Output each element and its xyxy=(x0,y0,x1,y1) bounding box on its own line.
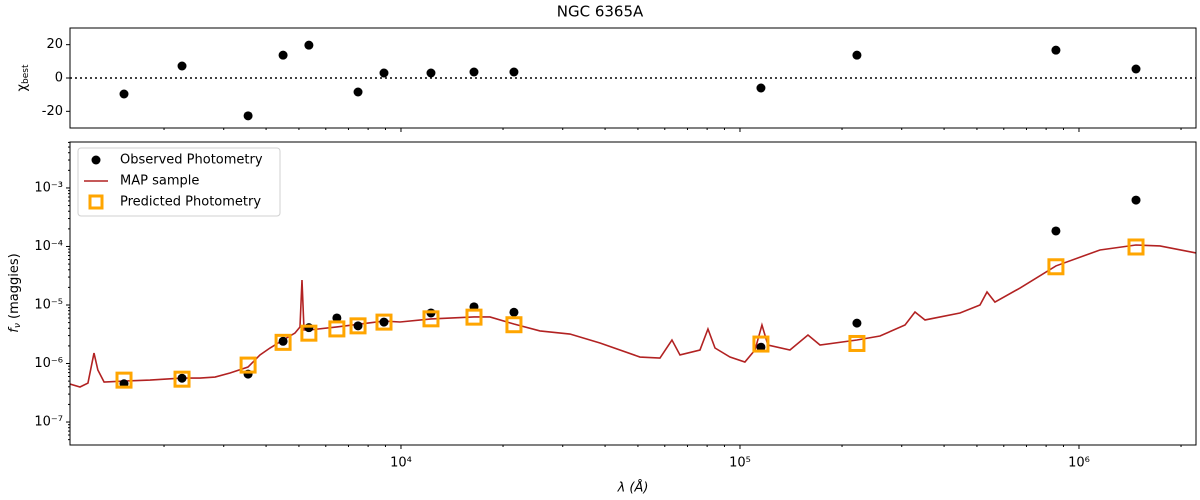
predicted-point xyxy=(328,320,346,338)
observed-point xyxy=(852,318,862,328)
y-tick-label: 20 xyxy=(46,37,63,52)
observed-point xyxy=(1131,195,1141,205)
y-label-main: χ xyxy=(15,83,30,91)
legend-box xyxy=(77,147,281,217)
x-tick-label: 10⁴ xyxy=(390,456,412,471)
observed-point xyxy=(756,342,766,352)
observed-point xyxy=(278,336,288,346)
predicted-point xyxy=(1047,258,1065,276)
y-tick-label: 10⁻⁴ xyxy=(34,239,63,254)
predicted-point xyxy=(752,335,770,353)
model-line xyxy=(70,244,1196,388)
chi-point xyxy=(278,50,288,60)
y-tick-label: 10⁻³ xyxy=(34,180,63,195)
predicted-point xyxy=(375,313,393,331)
legend-label: MAP sample xyxy=(120,174,199,189)
chi-point xyxy=(353,87,363,97)
y-label-sub: best xyxy=(21,64,31,84)
x-axis-label: λ (Å) xyxy=(617,480,649,496)
chi-point xyxy=(177,61,187,71)
predicted-point xyxy=(274,333,292,351)
y-tick-label: -20 xyxy=(42,104,63,119)
predicted-point xyxy=(173,370,191,388)
chi-point xyxy=(119,89,129,99)
chi-point xyxy=(1051,45,1061,55)
predicted-point xyxy=(848,334,866,352)
y-tick-label: 10⁻⁶ xyxy=(34,356,63,371)
predicted-point xyxy=(300,324,318,342)
y-tick-label: 0 xyxy=(55,71,63,86)
y-label-rest: (maggies) xyxy=(7,253,22,323)
chi-point xyxy=(469,67,479,77)
axes-frame xyxy=(69,27,1197,129)
predicted-point xyxy=(465,308,483,326)
y-label-sub: ν xyxy=(13,323,23,328)
predicted-point xyxy=(239,356,257,374)
x-tick-label: 10⁵ xyxy=(729,456,751,471)
predicted-point xyxy=(505,316,523,334)
chi-point xyxy=(304,40,314,50)
chi-point xyxy=(852,50,862,60)
observed-point xyxy=(332,313,342,323)
legend-marker xyxy=(91,155,101,165)
chi-point xyxy=(756,83,766,93)
observed-point xyxy=(177,373,187,383)
top-y-axis-label: χbest xyxy=(15,64,31,91)
predicted-point xyxy=(422,310,440,328)
observed-point xyxy=(353,321,363,331)
bottom-y-axis-label: fν (maggies) xyxy=(7,253,23,332)
predicted-point xyxy=(1127,238,1145,256)
chi-point xyxy=(379,68,389,78)
y-tick-label: 10⁻⁷ xyxy=(34,415,63,430)
predicted-point xyxy=(115,371,133,389)
plot-area xyxy=(70,195,1196,389)
predicted-point xyxy=(349,317,367,335)
observed-point xyxy=(1051,226,1061,236)
axes-frame xyxy=(69,141,1197,446)
y-label-main: f xyxy=(7,326,22,333)
chart-title: NGC 6365A xyxy=(557,3,644,21)
observed-point xyxy=(379,317,389,327)
y-tick-label: 10⁻⁵ xyxy=(34,297,63,312)
x-tick-label: 10⁶ xyxy=(1068,456,1090,471)
legend-label: Predicted Photometry xyxy=(120,195,261,210)
chi-point xyxy=(426,68,436,78)
legend-marker xyxy=(88,194,104,210)
plot-area xyxy=(70,40,1196,121)
legend-label: Observed Photometry xyxy=(120,153,263,168)
observed-point xyxy=(509,307,519,317)
chi-point xyxy=(509,67,519,77)
chi-point xyxy=(243,111,253,121)
chi-point xyxy=(1131,64,1141,74)
